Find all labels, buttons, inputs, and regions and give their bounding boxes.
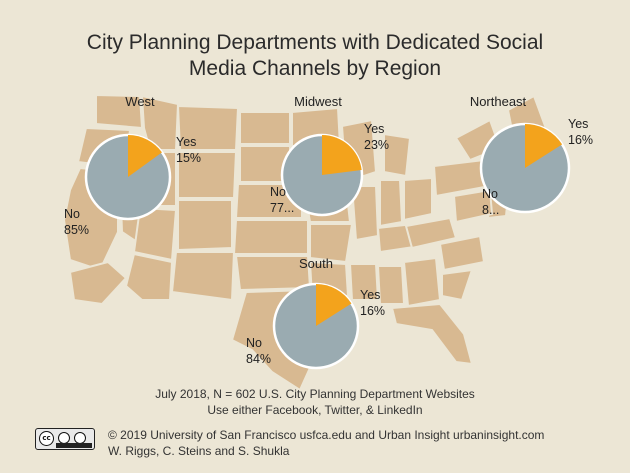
pie-charts: West Yes 15% No 85% Midwest Yes 23% No 77... North…: [64, 94, 593, 370]
no-label-northeast-line-2: 8...: [482, 203, 499, 217]
badge-bar: [56, 443, 92, 448]
credit-text: © 2019 University of San Francisco usfca…: [108, 427, 544, 459]
yes-label-south-line-2: 16%: [360, 304, 385, 318]
no-label-west-line-2: 85%: [64, 223, 89, 237]
pie-slice-yes-west: [128, 135, 162, 177]
credit-line-2: W. Riggs, C. Steins and S. Shukla: [108, 444, 290, 458]
pie-midwest: Midwest Yes 23% No 77...: [270, 94, 389, 217]
credit-line-1: © 2019 University of San Francisco usfca…: [108, 428, 545, 442]
title-line-2: Media Channels by Region: [188, 57, 442, 80]
no-label-northeast-line-1: No: [482, 187, 498, 201]
yes-label-midwest-line-1: Yes: [364, 122, 384, 136]
pie-south: South Yes 16% No 84%: [246, 256, 385, 370]
yes-label-west-line-2: 15%: [176, 151, 201, 165]
yes-label-midwest-line-2: 23%: [364, 138, 389, 152]
pie-title-south: South: [299, 256, 333, 271]
no-label-midwest-line-2: 77...: [270, 201, 294, 215]
pie-title-northeast: Northeast: [470, 94, 527, 109]
yes-label-northeast-line-2: 16%: [568, 133, 593, 147]
no-label-south-line-2: 84%: [246, 352, 271, 366]
pie-slice-yes-south: [316, 284, 352, 326]
yes-label-south-line-1: Yes: [360, 288, 380, 302]
caption-line-2: Use either Facebook, Twitter, & LinkedIn: [207, 403, 423, 417]
creative-commons-badge-icon: cc: [35, 428, 95, 450]
pie-title-west: West: [125, 94, 155, 109]
title-line-1: City Planning Departments with Dedicated…: [86, 31, 544, 54]
no-label-midwest-line-1: No: [270, 185, 286, 199]
us-map-background: [62, 93, 550, 392]
pie-west: West Yes 15% No 85%: [64, 94, 201, 237]
caption-line-1: July 2018, N = 602 U.S. City Planning De…: [155, 387, 475, 401]
chart-caption: July 2018, N = 602 U.S. City Planning De…: [0, 386, 630, 418]
no-label-south-line-1: No: [246, 336, 262, 350]
chart-title: City Planning Departments with Dedicated…: [0, 30, 630, 82]
pie-slice-yes-northeast: [525, 124, 563, 168]
pie-title-midwest: Midwest: [294, 94, 342, 109]
pie-northeast: Northeast Yes 16% No 8...: [470, 94, 593, 217]
yes-label-west-line-1: Yes: [176, 135, 196, 149]
cc-icon: cc: [39, 431, 54, 446]
no-label-west-line-1: No: [64, 207, 80, 221]
pie-slice-yes-midwest: [322, 135, 362, 175]
yes-label-northeast-line-1: Yes: [568, 117, 588, 131]
